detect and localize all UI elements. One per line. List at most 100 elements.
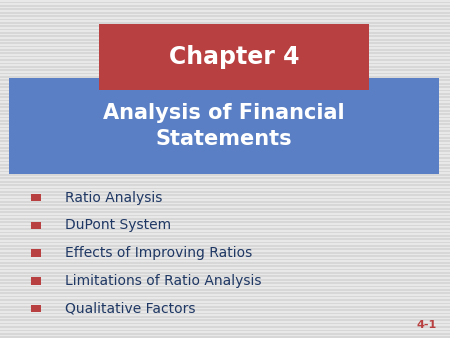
Bar [0, 110, 450, 112]
Bar [0, 309, 450, 311]
Bar [0, 181, 450, 183]
Bar [0, 5, 450, 7]
Bar [0, 204, 450, 206]
Bar [0, 90, 450, 91]
Bar [0, 336, 450, 338]
Bar [0, 211, 450, 213]
Bar [0, 319, 450, 321]
Bar [0, 313, 450, 314]
Bar [0, 282, 450, 284]
Bar [0, 93, 450, 95]
FancyBboxPatch shape [31, 222, 41, 229]
Bar [0, 113, 450, 115]
Bar [0, 19, 450, 20]
Bar [0, 259, 450, 260]
Bar [0, 59, 450, 61]
Bar [0, 32, 450, 34]
Bar [0, 137, 450, 139]
Bar [0, 265, 450, 267]
Bar [0, 275, 450, 277]
FancyBboxPatch shape [31, 194, 41, 201]
Bar [0, 29, 450, 30]
Bar [0, 164, 450, 166]
Bar [0, 22, 450, 24]
Bar [0, 316, 450, 318]
Bar [0, 35, 450, 37]
Bar [0, 171, 450, 172]
Bar [0, 303, 450, 304]
Bar [0, 177, 450, 179]
Text: 4-1: 4-1 [416, 319, 436, 330]
Bar [0, 218, 450, 220]
Text: DuPont System: DuPont System [65, 218, 171, 233]
Bar [0, 42, 450, 44]
Text: Analysis of Financial
Statements: Analysis of Financial Statements [103, 103, 345, 149]
FancyBboxPatch shape [31, 277, 41, 285]
Bar [0, 130, 450, 132]
Bar [0, 174, 450, 176]
Bar [0, 221, 450, 223]
Text: Qualitative Factors: Qualitative Factors [65, 301, 196, 316]
Bar [0, 194, 450, 196]
Bar [0, 157, 450, 159]
Bar [0, 242, 450, 243]
Bar [0, 127, 450, 128]
Bar [0, 306, 450, 308]
Bar [0, 106, 450, 108]
Bar [0, 147, 450, 149]
Bar [0, 326, 450, 328]
Bar [0, 46, 450, 47]
Bar [0, 76, 450, 78]
FancyBboxPatch shape [31, 249, 41, 257]
Bar [0, 296, 450, 297]
Bar [0, 25, 450, 27]
Bar [0, 225, 450, 226]
Bar [0, 134, 450, 135]
Bar [0, 323, 450, 324]
Bar [0, 161, 450, 162]
Bar [0, 150, 450, 152]
Bar [0, 299, 450, 301]
Bar [0, 2, 450, 3]
Bar [0, 238, 450, 240]
Bar [0, 49, 450, 51]
Bar [0, 73, 450, 74]
Bar [0, 140, 450, 142]
Bar [0, 123, 450, 125]
Bar [0, 154, 450, 155]
Bar [0, 120, 450, 122]
Bar [0, 232, 450, 233]
Bar [0, 286, 450, 287]
Bar [0, 330, 450, 331]
Bar [0, 79, 450, 81]
Bar [0, 248, 450, 250]
Text: Effects of Improving Ratios: Effects of Improving Ratios [65, 246, 252, 260]
Bar [0, 69, 450, 71]
Bar [0, 83, 450, 84]
Text: Ratio Analysis: Ratio Analysis [65, 191, 162, 205]
Bar [0, 100, 450, 101]
Bar [0, 245, 450, 247]
Bar [0, 228, 450, 230]
Bar [0, 208, 450, 210]
Bar [0, 8, 450, 10]
Bar [0, 292, 450, 294]
Bar [0, 86, 450, 88]
Text: Limitations of Ratio Analysis: Limitations of Ratio Analysis [65, 274, 262, 288]
Bar [0, 252, 450, 254]
Text: Chapter 4: Chapter 4 [169, 45, 299, 69]
Bar [0, 188, 450, 189]
Bar [0, 201, 450, 203]
Bar [0, 191, 450, 193]
FancyBboxPatch shape [9, 78, 439, 174]
Bar [0, 63, 450, 64]
Bar [0, 262, 450, 264]
Bar [0, 52, 450, 54]
Bar [0, 255, 450, 257]
FancyBboxPatch shape [31, 305, 41, 312]
FancyBboxPatch shape [99, 24, 369, 90]
Bar [0, 39, 450, 41]
Bar [0, 103, 450, 105]
Bar [0, 279, 450, 281]
Bar [0, 15, 450, 17]
